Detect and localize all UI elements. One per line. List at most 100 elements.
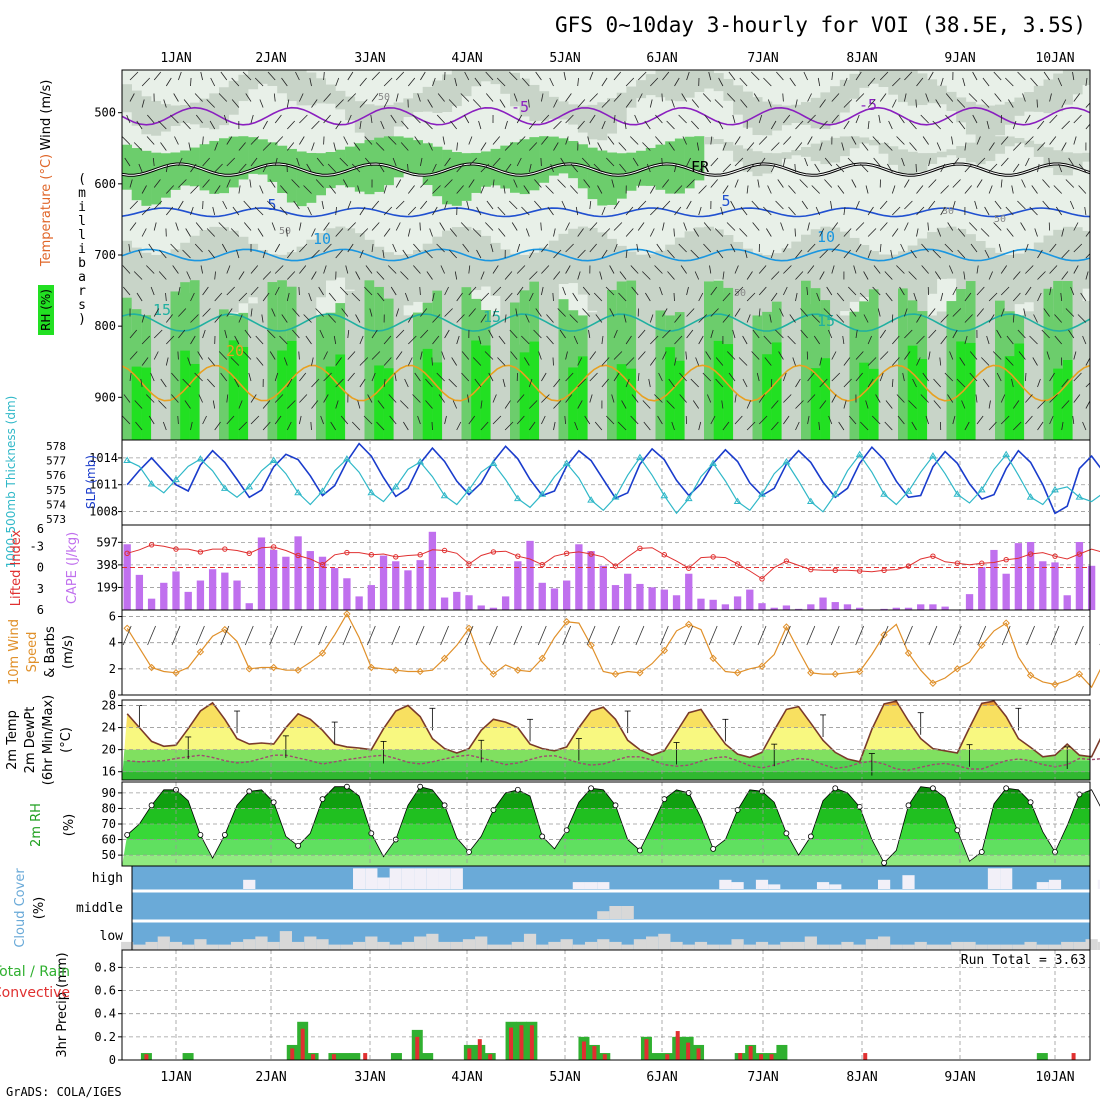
thickness-marker-60 — [855, 450, 864, 458]
wind-barb — [528, 378, 533, 388]
wind-barb — [994, 93, 1002, 102]
cape-bar — [843, 604, 852, 610]
wind-barb — [417, 415, 421, 425]
rh-mid-band-lower — [1014, 253, 1025, 305]
wind-barb — [412, 114, 421, 124]
wind-barb — [956, 99, 966, 108]
precip-tick-label-2: 0.4 — [94, 1007, 116, 1021]
wind-barb — [819, 271, 825, 280]
wind-barb — [613, 71, 622, 81]
wind-barb — [892, 206, 901, 216]
wind-barb — [933, 378, 941, 388]
wind-barb — [432, 292, 435, 302]
rh-low-band — [558, 299, 569, 440]
wind-barb — [182, 249, 191, 259]
wind-barb — [928, 71, 934, 81]
wind-barb — [432, 206, 438, 216]
rh-mid-band-upper — [451, 70, 462, 107]
rh-moist-band — [209, 140, 220, 194]
rh-mid-band-upper — [1014, 97, 1025, 116]
wind-barb — [565, 394, 573, 403]
wind-barb — [964, 142, 967, 151]
wind-barb — [1061, 142, 1067, 151]
wind-barb — [158, 271, 167, 280]
wind-barb — [126, 114, 131, 124]
precip-legend-total: Total / Rain — [0, 964, 70, 980]
thickness-marker-26 — [440, 491, 449, 499]
wind-barb — [212, 400, 216, 409]
precip-total-bar — [338, 1053, 350, 1060]
wind-barb — [129, 329, 138, 339]
wind-barb — [208, 249, 216, 259]
wind-barb — [783, 415, 790, 425]
rh-mid-band-upper — [316, 78, 326, 104]
rh-mid-band-upper — [500, 70, 511, 94]
rh-axis-label: 2m RH — [29, 803, 44, 847]
cloud-low-gap — [902, 944, 915, 950]
wind-barb — [698, 292, 704, 302]
wind-barb — [900, 243, 905, 253]
wind-barb — [1030, 77, 1038, 87]
rh-mid-band-lower — [432, 236, 443, 316]
wind-barb — [1037, 120, 1045, 130]
wind-barb — [1013, 142, 1022, 151]
wind-barb — [138, 249, 143, 259]
wind-barb — [637, 71, 647, 81]
wind-barb — [359, 378, 366, 388]
precip-tick-label-3: 0.6 — [94, 984, 116, 998]
cloud-low-gap — [365, 936, 378, 950]
wind-barb — [436, 114, 445, 124]
wind-barb — [956, 378, 966, 388]
wind-barb — [921, 265, 929, 274]
cloud-low-gap — [316, 939, 329, 950]
wind-barb — [909, 120, 917, 130]
bottom-date-label-10JAN: 10JAN — [1035, 1070, 1074, 1085]
cloud-low-gap — [597, 939, 610, 950]
wind-barb — [1011, 378, 1014, 388]
wind-barb — [254, 77, 264, 87]
wind-barb — [347, 372, 355, 382]
wind-barb — [945, 114, 954, 124]
wind-barb — [296, 157, 300, 167]
rh-low-band — [151, 313, 162, 440]
wind-barb — [815, 206, 821, 216]
wind-barb — [593, 292, 603, 302]
rh-moist-band — [1033, 143, 1044, 157]
wind-barb — [528, 163, 532, 173]
wind-barb — [819, 142, 823, 151]
lifted-index-marker — [905, 563, 912, 569]
wind-barb — [327, 163, 336, 173]
wind-barb — [873, 265, 881, 274]
wind-barb — [795, 421, 800, 431]
cloud-low-gap — [829, 944, 842, 950]
wind-barb — [643, 421, 651, 431]
cape-bar — [135, 574, 144, 610]
rh-low-band — [752, 315, 763, 440]
wind-barb — [599, 271, 603, 280]
wind-barb — [516, 157, 522, 167]
wind-barb — [212, 206, 216, 216]
wind-barb — [380, 120, 385, 130]
wind-barb — [238, 314, 243, 323]
wind-barb — [577, 378, 586, 388]
wind-barb — [959, 357, 966, 366]
rh-mid-band-upper — [480, 70, 491, 82]
rh-mid-band-lower — [1072, 227, 1083, 300]
wind-barb — [1049, 265, 1058, 274]
millibars-label-char-10: ) — [78, 312, 86, 327]
wind-barb — [976, 179, 983, 188]
wind-barb — [771, 421, 779, 431]
rh-mid-band-upper — [849, 73, 860, 99]
wind-barb — [347, 71, 354, 81]
wind-barb — [404, 292, 409, 302]
cape-bar — [331, 568, 339, 610]
rh-low-band — [442, 281, 453, 440]
cloud-high-gap — [755, 879, 769, 889]
rh-mid-band-upper — [383, 104, 394, 137]
wind-tick-label-2: 4 — [109, 636, 116, 650]
wind-barb — [207, 357, 216, 366]
wind-barb — [974, 200, 978, 210]
wind-axis-label-3: (m/s) — [61, 635, 76, 669]
cape-bar — [831, 602, 839, 610]
